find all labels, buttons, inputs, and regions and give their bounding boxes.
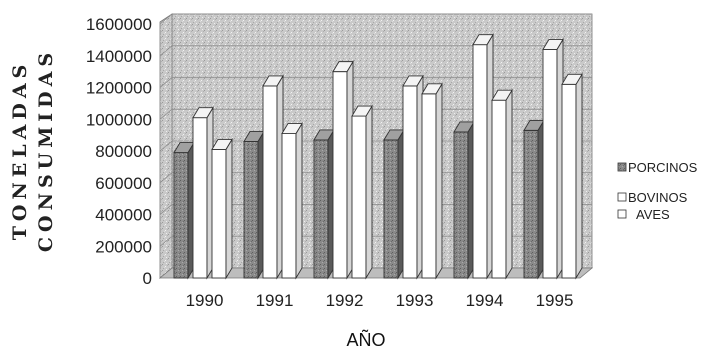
bar-side-aves-1991 (295, 121, 303, 280)
y-tick-label: 1600000 (86, 15, 152, 34)
bars (173, 33, 583, 280)
y-tick-label: 1200000 (86, 79, 152, 98)
bar-top-aves-1992 (351, 105, 373, 117)
gridline-side (159, 45, 173, 57)
bar-bovinos-1995 (542, 48, 558, 279)
legend-swatch-bovinos (617, 192, 627, 202)
x-axis-title: AÑO (346, 329, 385, 350)
bar-aves-1993 (421, 93, 437, 279)
bar-top-aves-1995 (561, 73, 583, 85)
x-tick-label: 1990 (186, 291, 224, 310)
x-tick-label: 1991 (256, 291, 294, 310)
legend: PORCINOS BOVINOS AVES (617, 160, 698, 222)
bar-top-bovinos-1995 (542, 38, 564, 50)
gridline-side (159, 172, 173, 184)
y-axis-title-line-1: TONELADAS (9, 60, 31, 241)
bar-aves-1995 (561, 83, 577, 279)
bar-side-aves-1994 (505, 88, 513, 280)
bar-top-aves-1993 (421, 83, 443, 95)
bar-top-bovinos-1993 (402, 75, 424, 87)
bar-side-aves-1992 (365, 104, 373, 280)
gridline-side (159, 77, 173, 88)
gridline-side (159, 235, 173, 247)
y-tick-label: 400000 (95, 206, 152, 225)
bar-top-bovinos-1990 (192, 107, 214, 119)
y-tick-label: 800000 (95, 142, 152, 161)
y-axis-title-line-2: CONSUMIDAS (35, 48, 57, 252)
y-tick-label: 600000 (95, 174, 152, 193)
legend-label-aves: AVES (636, 207, 670, 222)
bar-bovinos-1992 (332, 71, 348, 279)
bar-bovinos-1993 (402, 85, 418, 279)
bar-bovinos-1991 (262, 85, 278, 279)
bar-porcinos-1994 (453, 131, 469, 279)
bar-aves-1990 (211, 148, 227, 279)
y-tick-label: 200000 (95, 237, 152, 256)
bar-aves-1992 (351, 115, 367, 279)
bar-porcinos-1995 (523, 129, 539, 279)
legend-swatch-porcinos (617, 162, 627, 172)
bar-side-aves-1995 (575, 72, 583, 280)
bar-aves-1994 (491, 99, 507, 279)
gridline-side (159, 108, 173, 120)
bar-top-bovinos-1991 (262, 75, 284, 87)
gridlines (159, 13, 592, 247)
bar-porcinos-1991 (243, 141, 259, 279)
bar-porcinos-1993 (383, 139, 399, 279)
x-axis-ticks: 1990 1991 1992 1993 1994 1995 (186, 291, 574, 310)
bar-top-aves-1991 (281, 123, 303, 134)
bar-bovinos-1994 (472, 44, 488, 279)
bar-bovinos-1990 (192, 117, 208, 279)
bar-side-aves-1993 (435, 82, 443, 280)
legend-label-bovinos: BOVINOS (628, 190, 688, 205)
bar-top-bovinos-1992 (332, 61, 354, 73)
bar-top-aves-1990 (211, 138, 233, 150)
bar-top-aves-1994 (491, 89, 513, 101)
gridline-side (159, 13, 173, 25)
bar-porcinos-1990 (173, 152, 189, 279)
x-tick-label: 1992 (326, 291, 364, 310)
bar-aves-1991 (281, 133, 297, 279)
y-tick-label: 1000000 (86, 110, 152, 129)
y-tick-label: 0 (143, 269, 152, 288)
gridline-side (159, 140, 173, 152)
x-tick-label: 1995 (536, 291, 574, 310)
bar-porcinos-1992 (313, 139, 329, 279)
y-axis-ticks: 0 200000 400000 600000 800000 1000000 1200000 1… (86, 15, 152, 288)
y-tick-label: 1400000 (86, 47, 152, 66)
legend-label-porcinos: PORCINOS (628, 160, 698, 175)
bar-side-aves-1990 (225, 137, 233, 280)
x-tick-label: 1994 (466, 291, 504, 310)
bar-top-bovinos-1994 (472, 34, 494, 46)
gridline-side (159, 204, 173, 215)
x-tick-label: 1993 (396, 291, 434, 310)
legend-swatch-aves (617, 209, 627, 219)
